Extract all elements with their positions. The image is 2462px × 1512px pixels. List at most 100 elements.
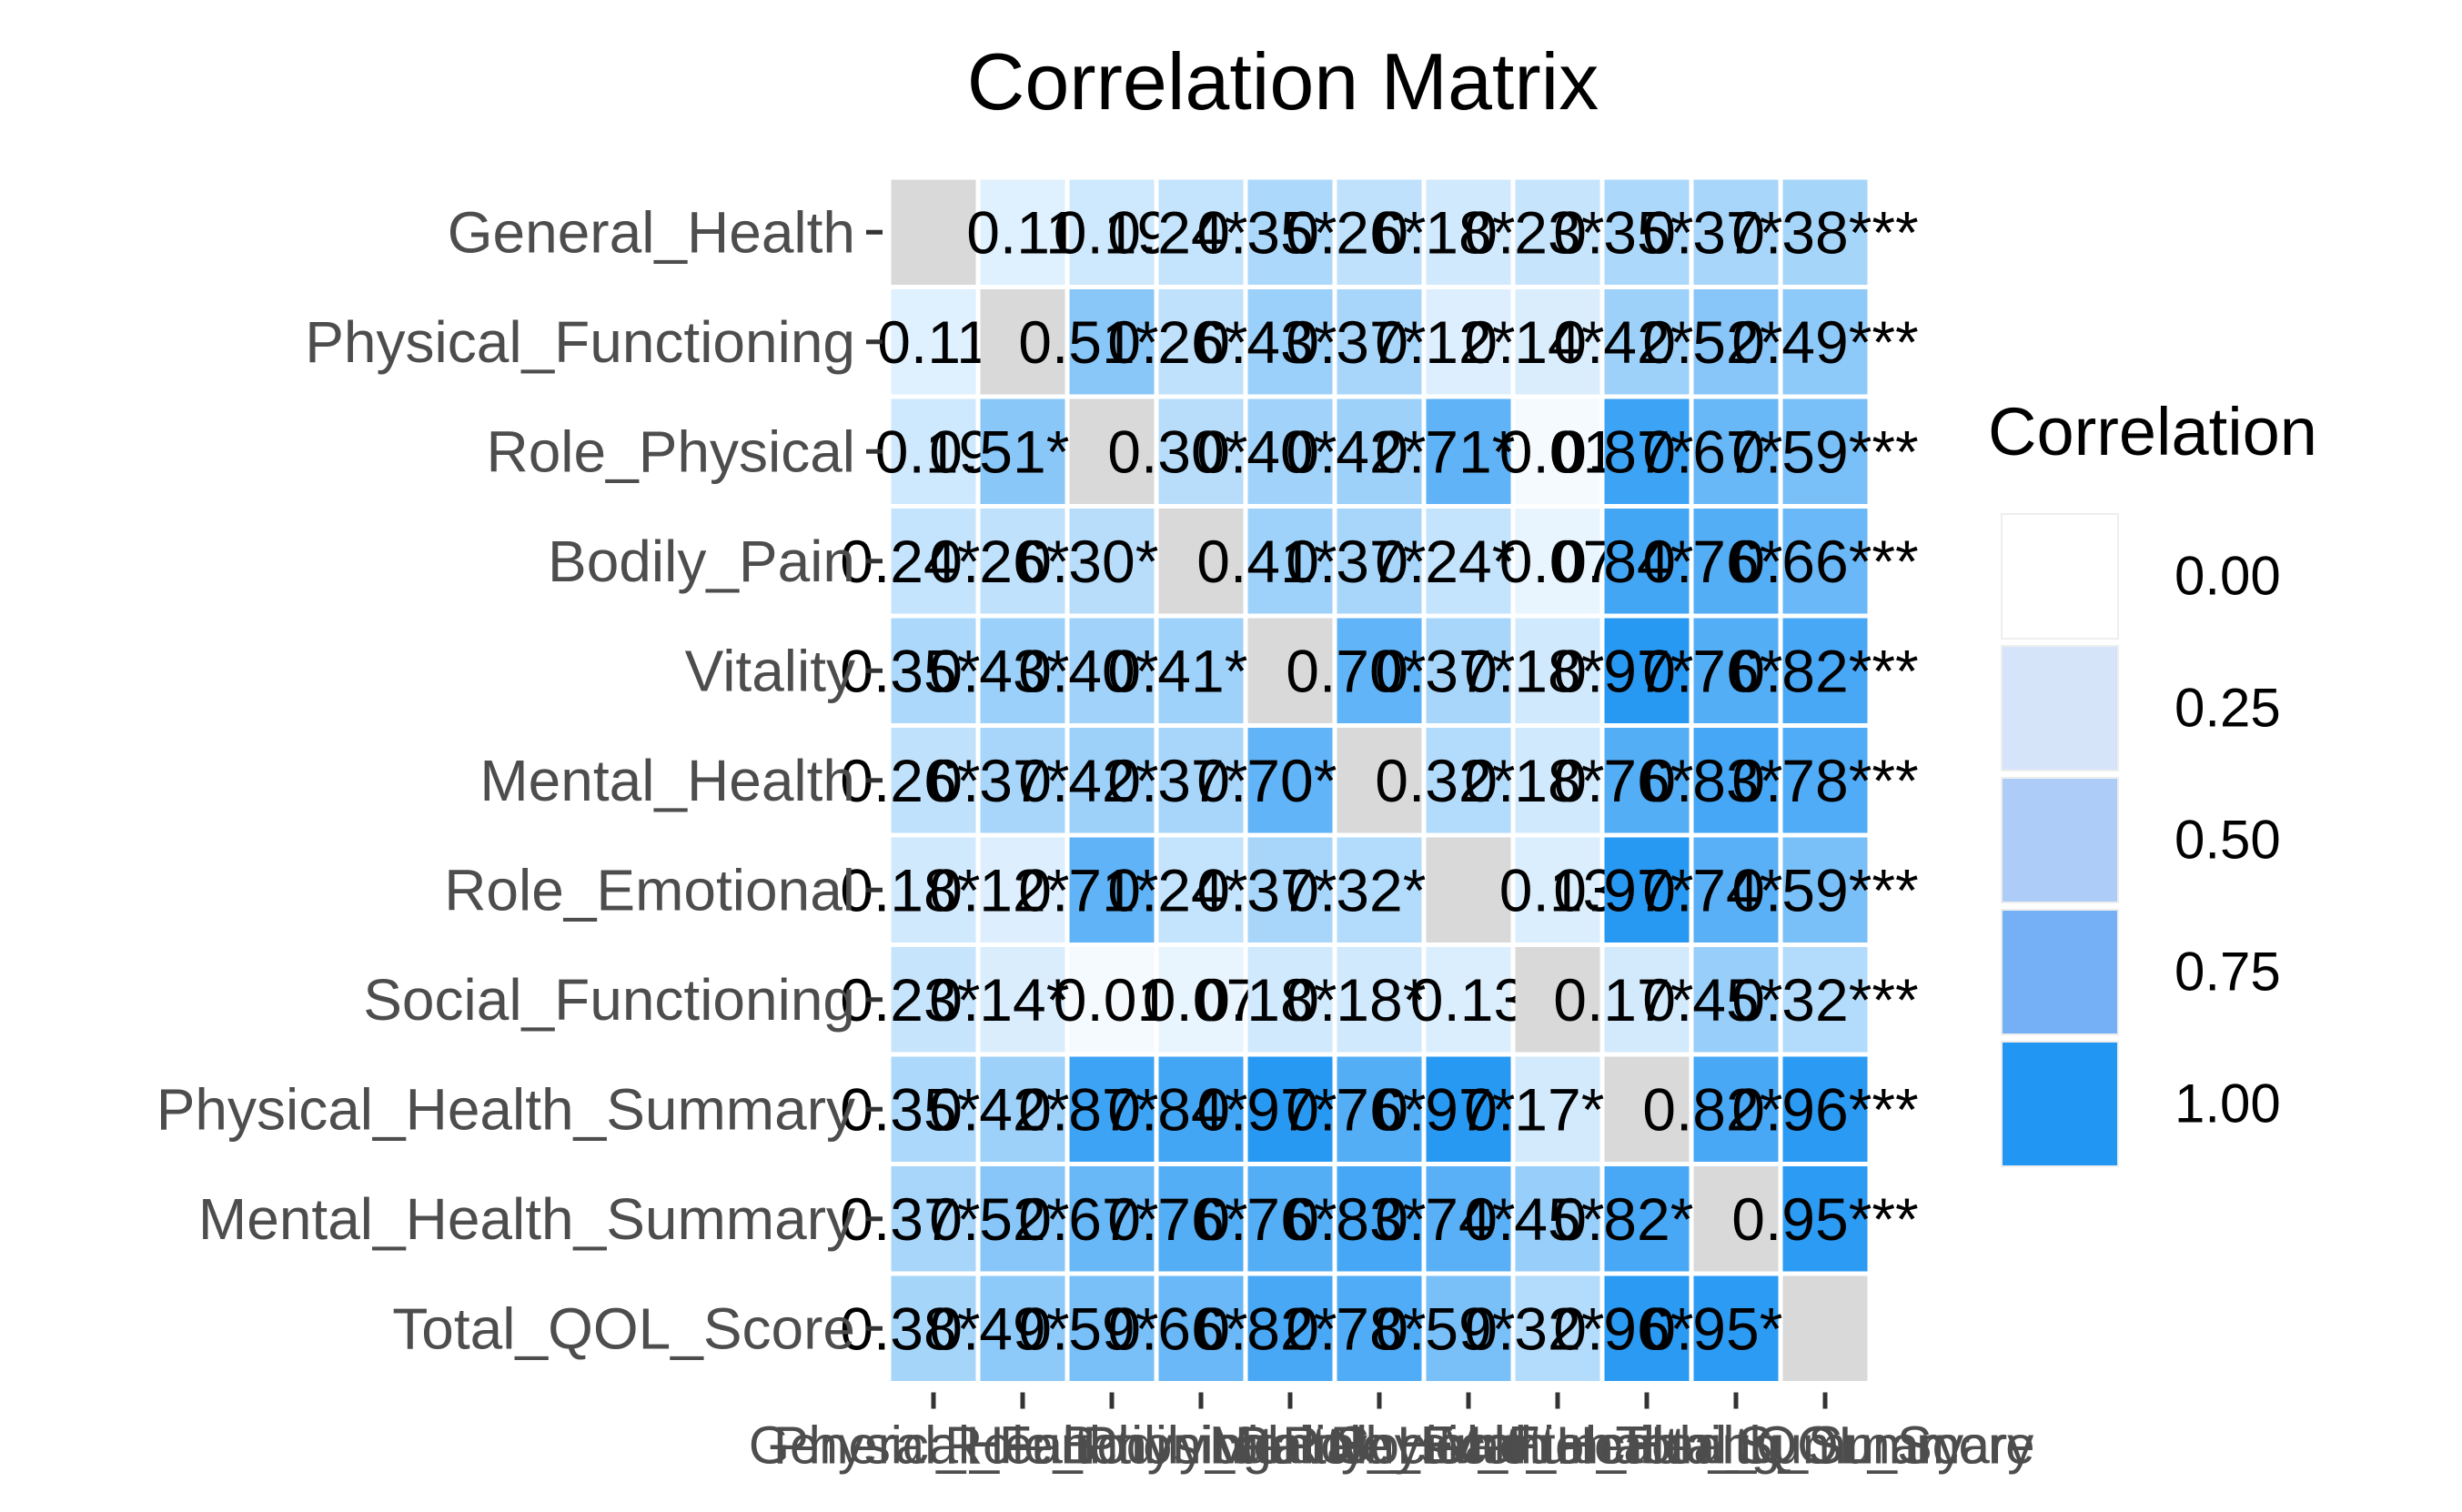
- heatmap-cell: [980, 837, 1065, 942]
- heatmap-cell: [980, 1275, 1065, 1381]
- heatmap-cell: [1247, 1166, 1333, 1272]
- heatmap-cell: [1337, 1275, 1422, 1381]
- heatmap-cell: [1337, 947, 1422, 1053]
- heatmap-cell: [1515, 837, 1600, 942]
- heatmap-cell: [1158, 947, 1244, 1053]
- y-axis-label: Physical_Functioning: [305, 309, 855, 375]
- heatmap-cell: [1693, 179, 1779, 285]
- heatmap-cell: [1693, 728, 1779, 833]
- heatmap-cell: [1693, 289, 1779, 395]
- heatmap-cell: [1604, 618, 1690, 723]
- heatmap-cell: [1782, 289, 1868, 395]
- heatmap-cell: [1426, 1166, 1511, 1272]
- heatmap-cell: [1604, 1275, 1690, 1381]
- axis-ticks: [866, 229, 1828, 1409]
- cell-value-label: 0.32***: [1731, 966, 1919, 1033]
- heatmap-cell: [891, 509, 976, 614]
- cell-value-label: 0.13: [1410, 966, 1527, 1033]
- legend-label: 0.25: [2174, 678, 2281, 739]
- heatmap-cell: [1515, 728, 1600, 833]
- heatmap-cell: [1069, 947, 1155, 1053]
- heatmap-cell: [1069, 1275, 1155, 1381]
- legend-key: [2001, 777, 2119, 903]
- heatmap-cell: [1693, 837, 1779, 942]
- heatmap-cell: [1158, 728, 1244, 833]
- heatmap-cell-diagonal: [1693, 1166, 1779, 1272]
- heatmap-cell: [1337, 289, 1422, 395]
- heatmap-cell: [891, 1275, 976, 1381]
- heatmap-cell: [1515, 1166, 1600, 1272]
- heatmap-cell: [980, 728, 1065, 833]
- heatmap-cell: [1782, 728, 1868, 833]
- heatmap-cell: [1158, 1056, 1244, 1162]
- heatmap-cell: [1247, 728, 1333, 833]
- heatmap-cell: [1069, 1166, 1155, 1272]
- heatmap-cell-diagonal: [891, 179, 976, 285]
- heatmap-cell: [1782, 1056, 1868, 1162]
- heatmap-cell: [1515, 289, 1600, 395]
- heatmap-cell: [1782, 179, 1868, 285]
- x-axis-label: Mental_Health: [1209, 1416, 1549, 1476]
- heatmap-cell: [891, 728, 976, 833]
- heatmap-cell: [1515, 1056, 1600, 1162]
- y-axis-label: Social_Functioning: [363, 967, 855, 1033]
- heatmap-cell: [1782, 947, 1868, 1053]
- x-axis-label: Role_Emotional: [1282, 1416, 1654, 1476]
- legend-label: 1.00: [2174, 1074, 2281, 1134]
- y-axis-label: Vitality: [685, 638, 855, 703]
- legend-keys: 0.00 0.25 0.50 0.75 1.00: [2001, 513, 2281, 1167]
- heatmap-cell: [1069, 509, 1155, 614]
- heatmap-cell: [1693, 509, 1779, 614]
- x-axis-label: General_Health: [749, 1416, 1118, 1476]
- heatmap-cell: [1693, 398, 1779, 504]
- heatmap-cell: [1337, 509, 1422, 614]
- heatmap-cell: [1337, 179, 1422, 285]
- heatmap-cell: [1604, 1166, 1690, 1272]
- heatmap-cell: [1426, 289, 1511, 395]
- x-axis-label: Social_Functioning: [1335, 1416, 1781, 1476]
- heatmap-cell: [1515, 618, 1600, 723]
- heatmap-cell: [1069, 837, 1155, 942]
- heatmap-cell: [1515, 509, 1600, 614]
- heatmap-cell: [1426, 179, 1511, 285]
- legend: Correlation 0.00 0.25 0.50 0.75 1.00: [1988, 394, 2317, 1167]
- heatmap-cell: [1693, 1056, 1779, 1162]
- y-axis-label: Mental_Health_Summary: [198, 1186, 855, 1252]
- heatmap-cell-diagonal: [1604, 1056, 1690, 1162]
- heatmap-cell: [1158, 618, 1244, 723]
- heatmap-cell: [1247, 947, 1333, 1053]
- heatmap-cell: [1604, 947, 1690, 1053]
- heatmap-cell: [1604, 509, 1690, 614]
- legend-label: 0.75: [2174, 942, 2281, 1003]
- heatmap-cell: [1604, 398, 1690, 504]
- legend-label: 0.00: [2174, 546, 2281, 607]
- heatmap-cell-diagonal: [1158, 509, 1244, 614]
- heatmap-cell: [1426, 1275, 1511, 1381]
- heatmap-cell: [1782, 618, 1868, 723]
- heatmap-cell: [1693, 1275, 1779, 1381]
- x-axis-label: Role_Physical: [944, 1416, 1279, 1476]
- cell-value-label: 0.96***: [1731, 1075, 1919, 1143]
- heatmap-cell: [1247, 1056, 1333, 1162]
- heatmap-cell: [891, 398, 976, 504]
- legend-key: [2001, 909, 2119, 1035]
- y-axis-label: Total_QOL_Score: [392, 1295, 855, 1361]
- heatmap-cell-diagonal: [1515, 947, 1600, 1053]
- heatmap-cell: [891, 947, 976, 1053]
- heatmap-cell: [1247, 1275, 1333, 1381]
- cell-value-label: 0.95***: [1731, 1185, 1919, 1253]
- legend-label: 0.50: [2174, 810, 2281, 871]
- cell-value-label: 0.13: [1499, 856, 1616, 923]
- cell-value-label: 0.07: [1143, 966, 1259, 1033]
- heatmap-cell: [891, 1166, 976, 1272]
- y-axis-label: Mental_Health: [479, 748, 855, 813]
- cell-value-label: 0.11: [877, 308, 990, 376]
- heatmap-cell: [1069, 179, 1155, 285]
- cell-value-label: 0.38***: [1731, 198, 1919, 266]
- heatmap-cell: [980, 398, 1065, 504]
- heatmap-cell: [891, 289, 976, 395]
- heatmap-cell: [1426, 509, 1511, 614]
- heatmap-cell: [1604, 837, 1690, 942]
- legend-title: Correlation: [1988, 394, 2317, 469]
